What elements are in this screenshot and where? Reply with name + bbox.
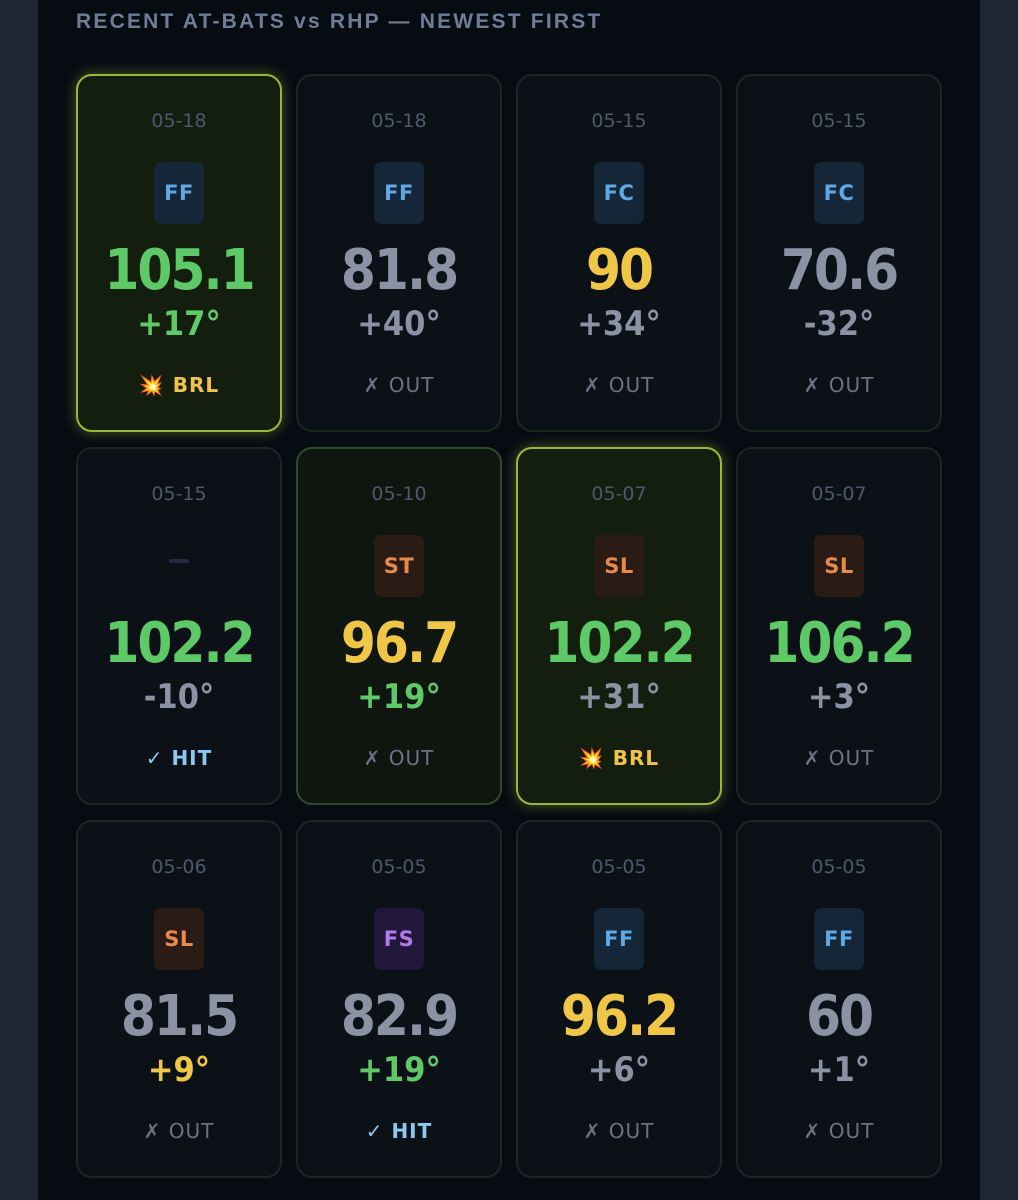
launch-angle: +1° xyxy=(807,1050,871,1090)
launch-angle: +19° xyxy=(357,1050,441,1090)
launch-angle: +40° xyxy=(357,304,441,344)
result-label: ✗ OUT xyxy=(143,1119,215,1143)
launch-angle: +17° xyxy=(137,304,221,344)
at-bat-date: 05-18 xyxy=(371,110,427,132)
launch-angle: +6° xyxy=(587,1050,651,1090)
exit-velocity: 102.2 xyxy=(544,611,695,676)
exit-velocity: 96.7 xyxy=(340,611,459,676)
launch-angle: +34° xyxy=(577,304,661,344)
result-label: ✗ OUT xyxy=(363,746,435,770)
at-bat-date: 05-07 xyxy=(591,483,647,505)
at-bat-date: 05-10 xyxy=(371,483,427,505)
at-bat-card[interactable]: 05-05 FF 60 +1° ✗ OUT xyxy=(736,820,942,1178)
at-bat-card[interactable]: 05-18 FF 105.1 +17° 💥 BRL xyxy=(76,74,282,432)
at-bat-date: 05-15 xyxy=(151,483,207,505)
result-label: ✗ OUT xyxy=(583,1119,655,1143)
at-bat-date: 05-15 xyxy=(591,110,647,132)
result-label: ✗ OUT xyxy=(583,373,655,397)
pitch-type-badge: SL xyxy=(594,535,644,597)
at-bat-card[interactable]: 05-15 102.2 -10° ✓ HIT xyxy=(76,447,282,805)
exit-velocity: 102.2 xyxy=(104,611,255,676)
exit-velocity: 60 xyxy=(805,984,874,1049)
result-label: 💥 BRL xyxy=(578,746,660,770)
pitch-type-badge: FS xyxy=(374,908,424,970)
exit-velocity: 90 xyxy=(585,238,654,303)
launch-angle: +31° xyxy=(577,677,661,717)
pitch-type-badge: FC xyxy=(814,162,864,224)
at-bat-date: 05-06 xyxy=(151,856,207,878)
pitch-type-badge: SL xyxy=(154,908,204,970)
pitch-type-badge: FF xyxy=(814,908,864,970)
exit-velocity: 105.1 xyxy=(104,238,255,303)
launch-angle: +3° xyxy=(807,677,871,717)
pitch-type-badge: ST xyxy=(374,535,424,597)
at-bat-date: 05-07 xyxy=(811,483,867,505)
exit-velocity: 96.2 xyxy=(560,984,679,1049)
at-bat-card[interactable]: 05-05 FS 82.9 +19° ✓ HIT xyxy=(296,820,502,1178)
exit-velocity: 70.6 xyxy=(780,238,899,303)
at-bat-date: 05-15 xyxy=(811,110,867,132)
result-label: ✗ OUT xyxy=(363,373,435,397)
section-title: RECENT AT-BATS vs RHP — NEWEST FIRST xyxy=(76,10,603,33)
at-bat-card[interactable]: 05-10 ST 96.7 +19° ✗ OUT xyxy=(296,447,502,805)
launch-angle: +19° xyxy=(357,677,441,717)
panel-gutter xyxy=(980,0,1018,1200)
exit-velocity: 81.5 xyxy=(120,984,239,1049)
at-bat-card[interactable]: 05-18 FF 81.8 +40° ✗ OUT xyxy=(296,74,502,432)
pitch-type-badge: FF xyxy=(154,162,204,224)
at-bat-card[interactable]: 05-07 SL 102.2 +31° 💥 BRL xyxy=(516,447,722,805)
launch-angle: -10° xyxy=(143,677,215,717)
at-bat-card[interactable]: 05-05 FF 96.2 +6° ✗ OUT xyxy=(516,820,722,1178)
result-label: ✓ HIT xyxy=(145,746,213,770)
at-bat-date: 05-05 xyxy=(591,856,647,878)
result-label: ✗ OUT xyxy=(803,373,875,397)
at-bat-card[interactable]: 05-15 FC 70.6 -32° ✗ OUT xyxy=(736,74,942,432)
at-bat-card[interactable]: 05-15 FC 90 +34° ✗ OUT xyxy=(516,74,722,432)
pitch-type-badge: FF xyxy=(374,162,424,224)
result-label: 💥 BRL xyxy=(138,373,220,397)
result-label: ✗ OUT xyxy=(803,1119,875,1143)
exit-velocity: 82.9 xyxy=(340,984,459,1049)
exit-velocity: 81.8 xyxy=(340,238,459,303)
at-bat-date: 05-05 xyxy=(811,856,867,878)
pitch-type-badge: FC xyxy=(594,162,644,224)
result-label: ✗ OUT xyxy=(803,746,875,770)
pitch-type-badge: FF xyxy=(594,908,644,970)
at-bat-date: 05-05 xyxy=(371,856,427,878)
at-bat-card[interactable]: 05-07 SL 106.2 +3° ✗ OUT xyxy=(736,447,942,805)
launch-angle: +9° xyxy=(147,1050,211,1090)
pitch-type-badge: SL xyxy=(814,535,864,597)
launch-angle: -32° xyxy=(803,304,875,344)
at-bat-grid: 05-18 FF 105.1 +17° 💥 BRL 05-18 FF 81.8 … xyxy=(76,74,942,1178)
at-bat-date: 05-18 xyxy=(151,110,207,132)
result-label: ✓ HIT xyxy=(365,1119,433,1143)
exit-velocity: 106.2 xyxy=(764,611,915,676)
pitch-type-placeholder xyxy=(169,559,189,563)
at-bat-card[interactable]: 05-06 SL 81.5 +9° ✗ OUT xyxy=(76,820,282,1178)
